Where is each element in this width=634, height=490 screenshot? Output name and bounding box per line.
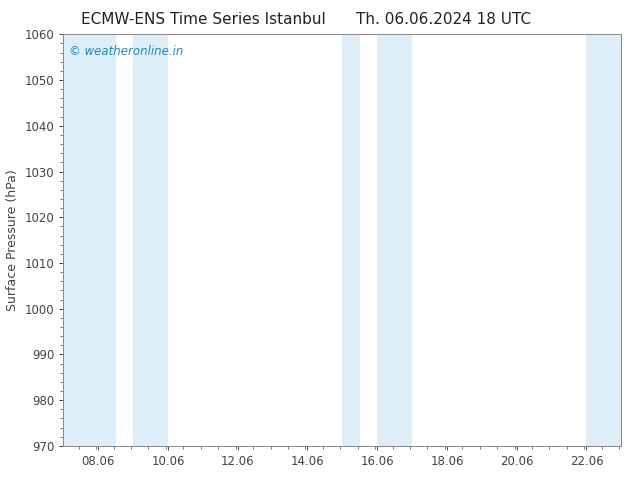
Text: © weatheronline.in: © weatheronline.in xyxy=(69,45,183,58)
Bar xyxy=(342,34,360,446)
Text: Th. 06.06.2024 18 UTC: Th. 06.06.2024 18 UTC xyxy=(356,12,531,27)
Y-axis label: Surface Pressure (hPa): Surface Pressure (hPa) xyxy=(6,169,19,311)
Text: ECMW-ENS Time Series Istanbul: ECMW-ENS Time Series Istanbul xyxy=(81,12,325,27)
Bar xyxy=(586,34,621,446)
Bar xyxy=(377,34,412,446)
Bar xyxy=(63,34,116,446)
Bar xyxy=(133,34,168,446)
